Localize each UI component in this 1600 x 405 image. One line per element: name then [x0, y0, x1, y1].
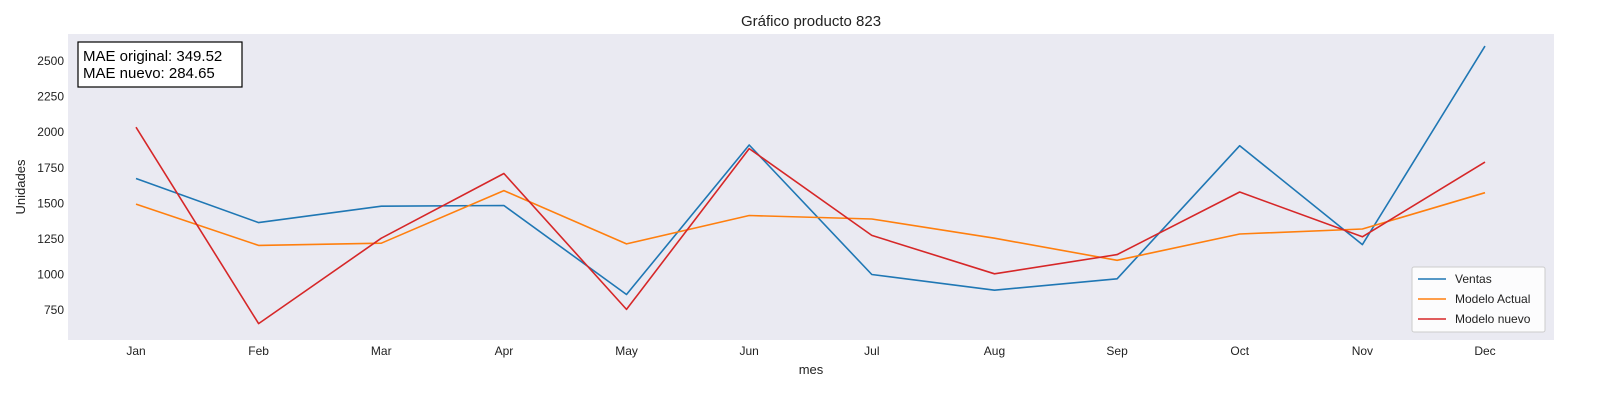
y-tick-label: 2000 — [37, 125, 64, 139]
y-axis-label: Unidades — [13, 159, 28, 214]
x-tick-label: Feb — [248, 344, 269, 358]
legend-label: Modelo Actual — [1455, 292, 1530, 306]
legend-label: Modelo nuevo — [1455, 312, 1531, 326]
y-tick-label: 1500 — [37, 196, 64, 210]
legend-frame — [1411, 266, 1546, 333]
x-axis-label: mes — [799, 362, 824, 377]
series-lines — [135, 45, 1486, 325]
series-line-0 — [135, 45, 1486, 296]
y-tick-label: 1750 — [37, 161, 64, 175]
y-axis: 750 1000 1250 1500 1750 2000 2250 2500 — [37, 54, 64, 317]
y-tick-label: 1250 — [37, 232, 64, 246]
x-tick-label: Oct — [1230, 344, 1249, 358]
x-axis: Jan Feb Mar Apr May Jun Jul Aug Sep Oct Nov Dec — [126, 344, 1495, 358]
x-tick-label: Sep — [1106, 344, 1128, 358]
x-tick-label: Jan — [126, 344, 145, 358]
x-tick-label: Dec — [1474, 344, 1495, 358]
annotation-border — [77, 41, 243, 88]
y-tick-label: 750 — [44, 303, 64, 317]
x-tick-label: Jun — [740, 344, 759, 358]
x-tick-label: Jul — [864, 344, 879, 358]
x-tick-label: Nov — [1352, 344, 1373, 358]
legend-label: Ventas — [1455, 272, 1492, 286]
chart-title: Gráfico producto 823 — [741, 13, 881, 30]
x-tick-label: Mar — [371, 344, 392, 358]
series-line-2 — [135, 126, 1486, 325]
legend: Ventas Modelo Actual Modelo nuevo — [1411, 266, 1546, 333]
x-tick-label: Apr — [495, 344, 514, 358]
y-tick-label: 2500 — [37, 54, 64, 68]
annotation-line-2: MAE nuevo: 284.65 — [83, 65, 215, 82]
x-tick-label: May — [615, 344, 638, 358]
y-tick-label: 2250 — [37, 90, 64, 104]
mae-annotation-box: MAE original: 349.52 MAE nuevo: 284.65 — [77, 41, 243, 88]
plot-area — [68, 34, 1554, 340]
x-tick-label: Aug — [984, 344, 1005, 358]
series-line-1 — [135, 189, 1486, 262]
y-tick-label: 1000 — [37, 268, 64, 282]
annotation-line-1: MAE original: 349.52 — [83, 48, 222, 65]
